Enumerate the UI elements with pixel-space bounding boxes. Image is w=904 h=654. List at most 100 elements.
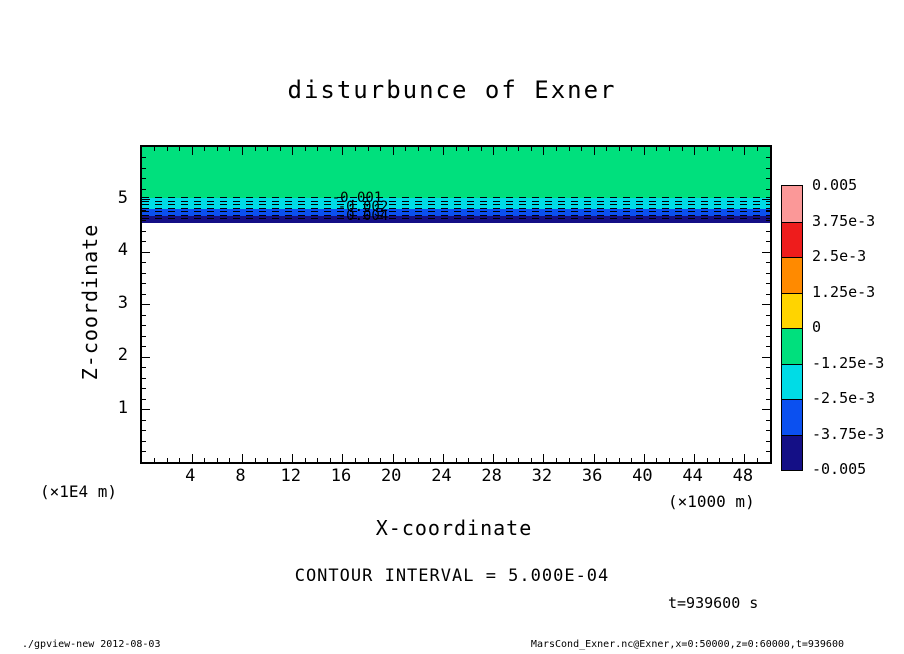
x-tick-mark — [555, 458, 557, 462]
x-tick-mark — [179, 147, 181, 151]
x-tick-mark — [681, 458, 683, 462]
y-tick-mark — [142, 409, 150, 410]
y-tick-mark — [142, 398, 146, 400]
x-tick-mark — [267, 147, 269, 151]
contour-line-label: -0.001 — [331, 190, 383, 206]
colorbar-label: 0 — [812, 318, 822, 336]
x-tick-mark — [241, 147, 243, 155]
y-tick-mark — [766, 272, 770, 274]
y-tick-mark — [142, 199, 150, 200]
y-tick-mark — [142, 440, 146, 442]
y-tick-mark — [142, 230, 146, 232]
x-tick-mark — [154, 458, 156, 462]
x-tick-mark — [631, 147, 633, 151]
y-tick-mark — [766, 440, 770, 442]
x-tick-mark — [681, 147, 683, 151]
x-tick-mark — [367, 458, 369, 462]
colorbar-segment — [782, 292, 802, 328]
y-tick-mark — [766, 388, 770, 389]
x-tick-label: 28 — [481, 466, 502, 486]
colorbar-label: 1.25e-3 — [812, 282, 876, 301]
x-tick-mark — [505, 147, 507, 151]
x-tick-mark — [355, 458, 357, 462]
colorbar-segment — [782, 186, 802, 222]
x-tick-mark — [392, 454, 394, 462]
x-tick-mark — [179, 458, 181, 462]
colorbar-segment — [782, 328, 802, 364]
colorbar — [781, 185, 803, 471]
y-tick-label: 2 — [117, 345, 128, 365]
x-tick-mark — [694, 147, 696, 155]
x-tick-mark — [317, 147, 319, 151]
x-tick-mark — [442, 147, 444, 155]
x-tick-mark — [380, 458, 382, 462]
y-tick-mark — [142, 377, 146, 379]
x-tick-mark — [530, 147, 532, 151]
tone-fill-band — [142, 198, 770, 209]
x-tick-mark — [304, 458, 306, 462]
x-tick-mark — [455, 458, 457, 462]
x-tick-mark — [581, 147, 583, 151]
x-tick-mark — [392, 147, 394, 155]
x-tick-mark — [241, 454, 243, 462]
y-tick-mark — [766, 262, 770, 263]
y-tick-mark — [762, 251, 770, 253]
y-tick-mark — [142, 272, 146, 274]
x-tick-mark — [631, 458, 633, 462]
y-tick-mark — [142, 178, 146, 179]
y-tick-mark — [762, 409, 770, 410]
y-tick-mark — [142, 388, 146, 389]
x-tick-mark — [166, 458, 168, 462]
colorbar-label: -2.5e-3 — [812, 389, 876, 407]
x-tick-mark — [543, 147, 545, 155]
y-tick-mark — [766, 335, 770, 337]
time-label: t=939600 s — [668, 594, 759, 612]
x-tick-mark — [581, 458, 583, 462]
x-tick-mark — [329, 147, 331, 151]
colorbar-label: -1.25e-3 — [812, 353, 885, 372]
x-tick-mark — [656, 458, 658, 462]
x-tick-mark — [329, 458, 331, 462]
contour-line — [142, 211, 770, 213]
x-tick-label: 32 — [531, 466, 553, 486]
y-tick-mark — [762, 356, 770, 358]
x-tick-mark — [304, 147, 306, 151]
colorbar-label: 2.5e-3 — [812, 247, 867, 265]
x-tick-mark — [430, 458, 432, 462]
y-tick-mark — [142, 451, 146, 452]
y-tick-label: 1 — [117, 397, 128, 418]
y-tick-mark — [766, 188, 770, 190]
x-tick-mark — [468, 458, 470, 462]
y-tick-mark — [142, 419, 146, 421]
contour-line — [142, 207, 770, 209]
y-tick-mark — [142, 167, 146, 169]
x-tick-mark — [417, 147, 419, 151]
x-tick-mark — [756, 458, 758, 462]
y-tick-mark — [142, 346, 146, 347]
x-tick-mark — [568, 147, 570, 151]
colorbar-label: 3.75e-3 — [812, 211, 876, 230]
x-tick-mark — [656, 147, 658, 151]
y-tick-mark — [766, 346, 770, 347]
x-tick-mark — [744, 147, 746, 155]
colorbar-label: -0.005 — [812, 460, 867, 478]
x-tick-mark — [618, 147, 620, 151]
contour-line — [142, 201, 770, 203]
colorbar-segment — [782, 399, 802, 435]
tone-fill-band — [142, 223, 770, 462]
x-tick-label: 8 — [235, 466, 246, 486]
x-tick-mark — [229, 458, 231, 462]
x-tick-mark — [204, 147, 206, 151]
y-tick-mark — [766, 325, 770, 326]
tone-fill-band — [142, 208, 770, 216]
x-tick-mark — [505, 458, 507, 462]
tone-fill-band — [142, 147, 770, 199]
x-tick-mark — [430, 147, 432, 151]
colorbar-label: 0.005 — [812, 176, 858, 194]
x-tick-mark — [480, 147, 482, 151]
x-tick-label: 12 — [280, 466, 301, 486]
footer-data-source: MarsCond_Exner.nc@Exner,x=0:50000,z=0:60… — [530, 639, 844, 650]
y-tick-mark — [766, 377, 770, 379]
x-tick-mark — [719, 147, 721, 151]
